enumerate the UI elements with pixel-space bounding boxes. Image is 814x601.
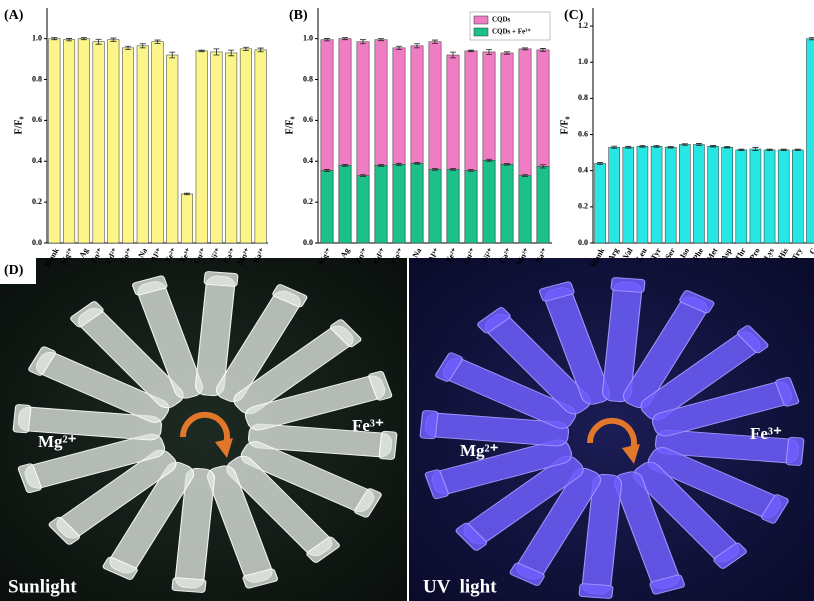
bar (122, 48, 133, 243)
y-tick-label: 0.6 (578, 129, 588, 138)
bar (778, 150, 789, 243)
bar (225, 53, 236, 243)
x-tick-label: Na (411, 246, 424, 259)
tube-cap (172, 577, 206, 592)
bar (764, 150, 775, 243)
bar (78, 39, 89, 243)
panel-label: (B) (289, 8, 308, 23)
bar (196, 51, 207, 243)
bar (465, 170, 477, 243)
x-tick-label: Ag (339, 246, 352, 259)
photo-label: Mg²⁺ (38, 432, 77, 451)
bar (339, 165, 351, 243)
y-tick-label: 0.4 (303, 156, 313, 165)
y-tick-label: 0.4 (578, 166, 588, 175)
y-axis-label: F/F₀ (13, 117, 24, 135)
bar (321, 170, 333, 243)
bar (792, 150, 803, 243)
bar (429, 169, 441, 243)
bar (411, 163, 423, 243)
bar (93, 42, 104, 243)
bar (63, 40, 74, 243)
bar (357, 176, 369, 243)
photo-label: Fe³⁺ (352, 416, 384, 435)
bar (181, 194, 192, 243)
photo-label: Fe³⁺ (750, 424, 782, 443)
legend-swatch (474, 28, 488, 36)
bar (637, 146, 648, 243)
tube-cap (13, 404, 31, 433)
y-tick-label: 0.8 (32, 74, 42, 83)
bar (447, 169, 459, 243)
bar (679, 144, 690, 243)
bar (651, 146, 662, 243)
bar (665, 147, 676, 243)
bar (483, 160, 495, 243)
photo-caption: Sunlight (8, 576, 77, 597)
panel-label: (D) (4, 263, 24, 278)
y-tick-label: 0.6 (303, 115, 313, 124)
panel-label: (A) (4, 8, 24, 23)
bar (806, 39, 814, 243)
photo-caption: UV light (423, 576, 497, 597)
legend-swatch (474, 16, 488, 24)
y-tick-label: 1.0 (32, 33, 42, 42)
y-axis-label: F/F₀ (559, 117, 570, 135)
tube-cap (579, 583, 613, 598)
y-tick-label: 0.2 (578, 202, 588, 211)
tube-cap (786, 437, 804, 466)
bar (240, 49, 251, 243)
legend-label: CQDs (492, 16, 511, 24)
bar (708, 146, 719, 243)
bar (49, 39, 60, 243)
legend-label: CQDs + Fe³⁺ (492, 28, 531, 36)
tube-cap (379, 431, 397, 460)
x-tick-label: Iso (678, 246, 691, 259)
bar (393, 164, 405, 243)
y-tick-label: 1.0 (578, 57, 588, 66)
bar (501, 164, 513, 243)
bar (595, 163, 606, 243)
y-tick-label: 0.2 (303, 197, 313, 206)
photo-label: Mg²⁺ (460, 441, 499, 460)
y-tick-label: 0.0 (578, 238, 588, 247)
y-tick-label: 0.8 (303, 74, 313, 83)
bar (609, 147, 620, 243)
bar (693, 144, 704, 243)
y-tick-label: 1.0 (303, 33, 313, 42)
figure: (D) Mg²⁺ Fe³⁺ Sunlight Mg²⁺ Fe³⁺ UV ligh… (0, 0, 814, 601)
bar (255, 50, 266, 243)
y-tick-label: 0.0 (32, 238, 42, 247)
tube-cap (611, 277, 645, 292)
bar (211, 52, 222, 243)
y-tick-label: 1.2 (578, 21, 588, 30)
y-tick-label: 0.6 (32, 115, 42, 124)
bar (108, 40, 119, 243)
bar (519, 176, 531, 243)
bar (166, 55, 177, 243)
x-tick-label: Na (136, 246, 149, 259)
tube-cap (204, 271, 238, 286)
x-tick-label: Ag (77, 246, 90, 259)
bar (623, 147, 634, 243)
y-tick-label: 0.0 (303, 238, 313, 247)
y-tick-label: 0.8 (578, 93, 588, 102)
tube-cap (420, 410, 438, 439)
x-tick-label: C (808, 246, 814, 256)
bar (750, 149, 761, 243)
bar (375, 165, 387, 243)
y-tick-label: 0.4 (32, 156, 42, 165)
bar (137, 46, 148, 243)
bar (152, 42, 163, 243)
bar (736, 150, 747, 243)
bar (537, 166, 549, 243)
y-tick-label: 0.2 (32, 197, 42, 206)
y-axis-label: F/F₀ (284, 117, 295, 135)
bar (722, 147, 733, 243)
